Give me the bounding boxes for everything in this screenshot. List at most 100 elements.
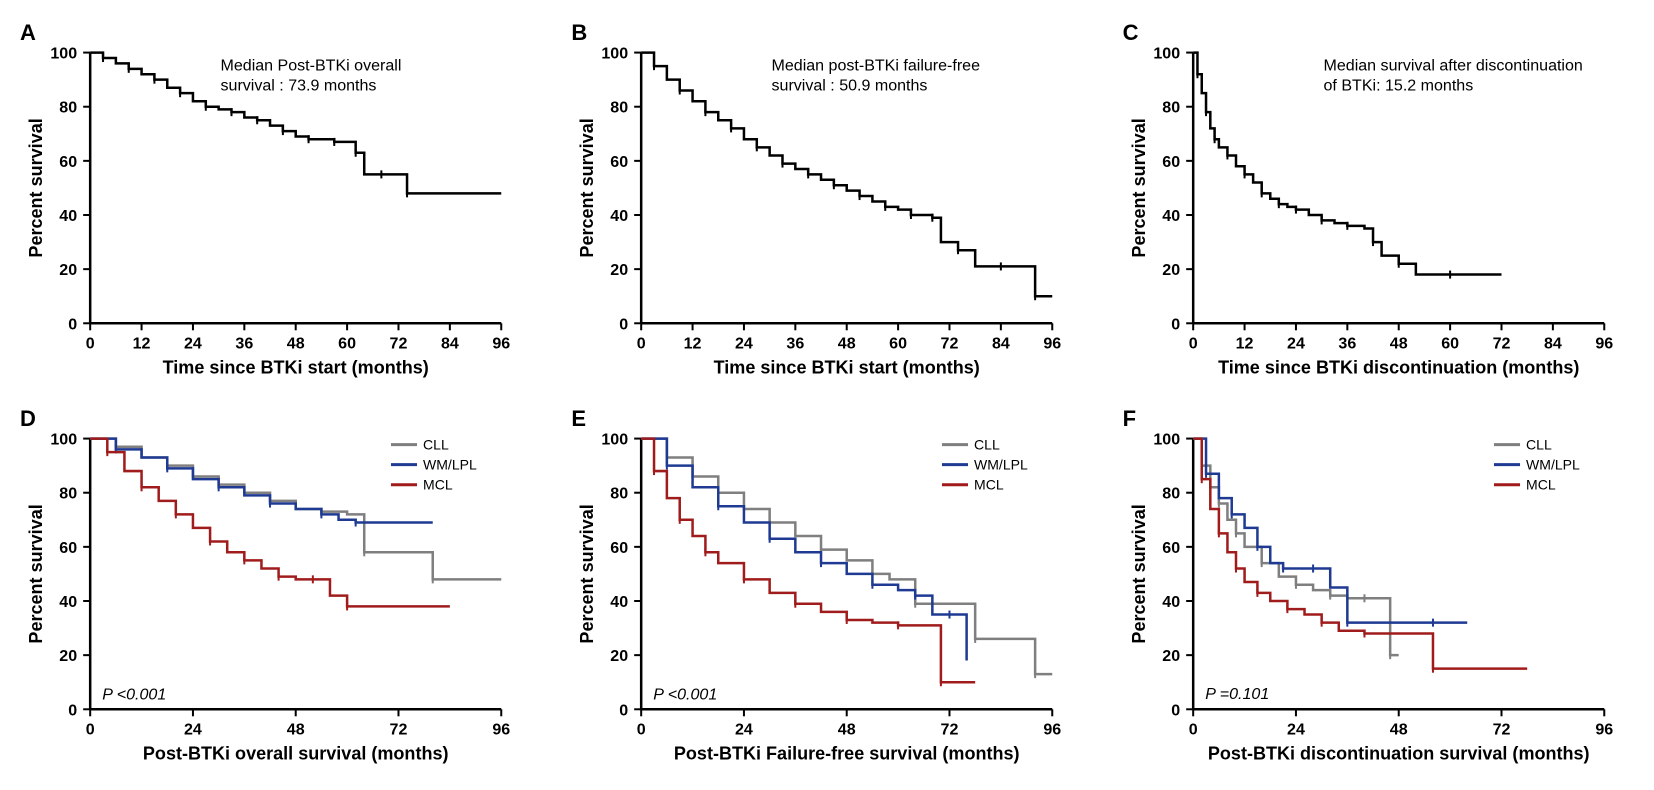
- y-axis-title: Percent survival: [577, 118, 597, 257]
- y-axis-title: Percent survival: [1129, 118, 1149, 257]
- km-curve: [642, 439, 967, 661]
- svg-text:0: 0: [620, 315, 629, 333]
- panel-label: D: [20, 406, 36, 432]
- svg-text:0: 0: [1188, 334, 1197, 352]
- svg-text:20: 20: [1162, 647, 1180, 665]
- survival-chart: 024487296020406080100Post-BTKi overall s…: [20, 406, 531, 772]
- km-curve: [1193, 439, 1527, 669]
- svg-text:84: 84: [441, 334, 459, 352]
- svg-text:20: 20: [1162, 261, 1180, 279]
- annotation-text: survival : 50.9 months: [772, 77, 928, 95]
- svg-text:48: 48: [287, 334, 305, 352]
- legend-label: WM/LPL: [974, 457, 1028, 473]
- svg-text:20: 20: [59, 647, 77, 665]
- annotation-text: Median Post-BTKi overall: [221, 57, 402, 75]
- svg-text:72: 72: [390, 720, 408, 738]
- legend-label: MCL: [974, 477, 1004, 493]
- svg-text:72: 72: [941, 334, 959, 352]
- svg-text:12: 12: [1235, 334, 1253, 352]
- svg-text:60: 60: [59, 153, 77, 171]
- y-axis-title: Percent survival: [1129, 504, 1149, 643]
- x-axis-title: Post-BTKi Failure-free survival (months): [674, 743, 1020, 763]
- svg-text:0: 0: [86, 334, 95, 352]
- panel-F: F024487296020406080100Post-BTKi disconti…: [1123, 406, 1634, 772]
- legend-label: WM/LPL: [423, 457, 477, 473]
- svg-text:40: 40: [611, 207, 629, 225]
- annotation-text: Median survival after discontinuation: [1323, 57, 1582, 75]
- svg-text:72: 72: [1492, 720, 1510, 738]
- svg-text:100: 100: [602, 45, 629, 63]
- svg-text:80: 80: [611, 485, 629, 503]
- svg-text:100: 100: [50, 45, 77, 63]
- svg-text:72: 72: [390, 334, 408, 352]
- chart-grid: A01224364860728496020406080100Time since…: [20, 20, 1634, 770]
- svg-text:80: 80: [611, 99, 629, 117]
- svg-text:24: 24: [184, 334, 202, 352]
- svg-text:72: 72: [1492, 334, 1510, 352]
- svg-text:96: 96: [1595, 334, 1613, 352]
- svg-text:12: 12: [133, 334, 151, 352]
- svg-text:80: 80: [59, 99, 77, 117]
- panel-label: E: [571, 406, 586, 432]
- svg-text:80: 80: [1162, 485, 1180, 503]
- y-axis-title: Percent survival: [577, 504, 597, 643]
- annotation-text: of BTKi: 15.2 months: [1323, 77, 1473, 95]
- svg-text:96: 96: [492, 334, 510, 352]
- p-value: P <0.001: [102, 685, 166, 703]
- p-value: P =0.101: [1205, 685, 1269, 703]
- svg-text:60: 60: [59, 539, 77, 557]
- panel-A: A01224364860728496020406080100Time since…: [20, 20, 531, 386]
- svg-text:100: 100: [602, 431, 629, 449]
- legend-label: MCL: [423, 477, 453, 493]
- svg-text:60: 60: [1162, 539, 1180, 557]
- panel-B: B01224364860728496020406080100Time since…: [571, 20, 1082, 386]
- annotation-text: survival : 73.9 months: [221, 77, 377, 95]
- svg-text:84: 84: [1544, 334, 1562, 352]
- svg-text:24: 24: [735, 720, 753, 738]
- svg-text:100: 100: [1153, 431, 1180, 449]
- svg-text:96: 96: [1595, 720, 1613, 738]
- legend-label: WM/LPL: [1526, 457, 1580, 473]
- legend-label: CLL: [1526, 437, 1552, 453]
- svg-text:0: 0: [1171, 701, 1180, 719]
- svg-text:40: 40: [611, 593, 629, 611]
- svg-text:40: 40: [59, 207, 77, 225]
- svg-text:20: 20: [611, 647, 629, 665]
- survival-chart: 01224364860728496020406080100Time since …: [571, 20, 1082, 386]
- svg-text:60: 60: [1162, 153, 1180, 171]
- panel-D: D024487296020406080100Post-BTKi overall …: [20, 406, 531, 772]
- svg-text:0: 0: [637, 334, 646, 352]
- legend-label: CLL: [423, 437, 449, 453]
- svg-text:48: 48: [287, 720, 305, 738]
- survival-chart: 024487296020406080100Post-BTKi discontin…: [1123, 406, 1634, 772]
- survival-chart: 024487296020406080100Post-BTKi Failure-f…: [571, 406, 1082, 772]
- svg-text:48: 48: [1389, 720, 1407, 738]
- km-curve: [642, 439, 976, 683]
- svg-text:0: 0: [68, 315, 77, 333]
- svg-text:60: 60: [1441, 334, 1459, 352]
- svg-text:84: 84: [992, 334, 1010, 352]
- svg-text:24: 24: [735, 334, 753, 352]
- annotation-text: Median post-BTKi failure-free: [772, 57, 981, 75]
- svg-text:96: 96: [1044, 334, 1062, 352]
- svg-text:0: 0: [86, 720, 95, 738]
- svg-text:96: 96: [492, 720, 510, 738]
- svg-text:60: 60: [890, 334, 908, 352]
- svg-text:48: 48: [1389, 334, 1407, 352]
- svg-text:0: 0: [1171, 315, 1180, 333]
- x-axis-title: Time since BTKi start (months): [163, 357, 429, 377]
- svg-text:20: 20: [59, 261, 77, 279]
- legend-label: CLL: [974, 437, 1000, 453]
- svg-text:40: 40: [1162, 207, 1180, 225]
- svg-text:36: 36: [235, 334, 253, 352]
- svg-text:36: 36: [787, 334, 805, 352]
- svg-text:60: 60: [338, 334, 356, 352]
- svg-text:24: 24: [1287, 334, 1305, 352]
- km-curve: [642, 439, 1053, 675]
- x-axis-title: Time since BTKi start (months): [714, 357, 980, 377]
- svg-text:0: 0: [637, 720, 646, 738]
- svg-text:12: 12: [684, 334, 702, 352]
- svg-text:20: 20: [611, 261, 629, 279]
- panel-label: C: [1123, 20, 1139, 46]
- x-axis-title: Post-BTKi discontinuation survival (mont…: [1208, 743, 1590, 763]
